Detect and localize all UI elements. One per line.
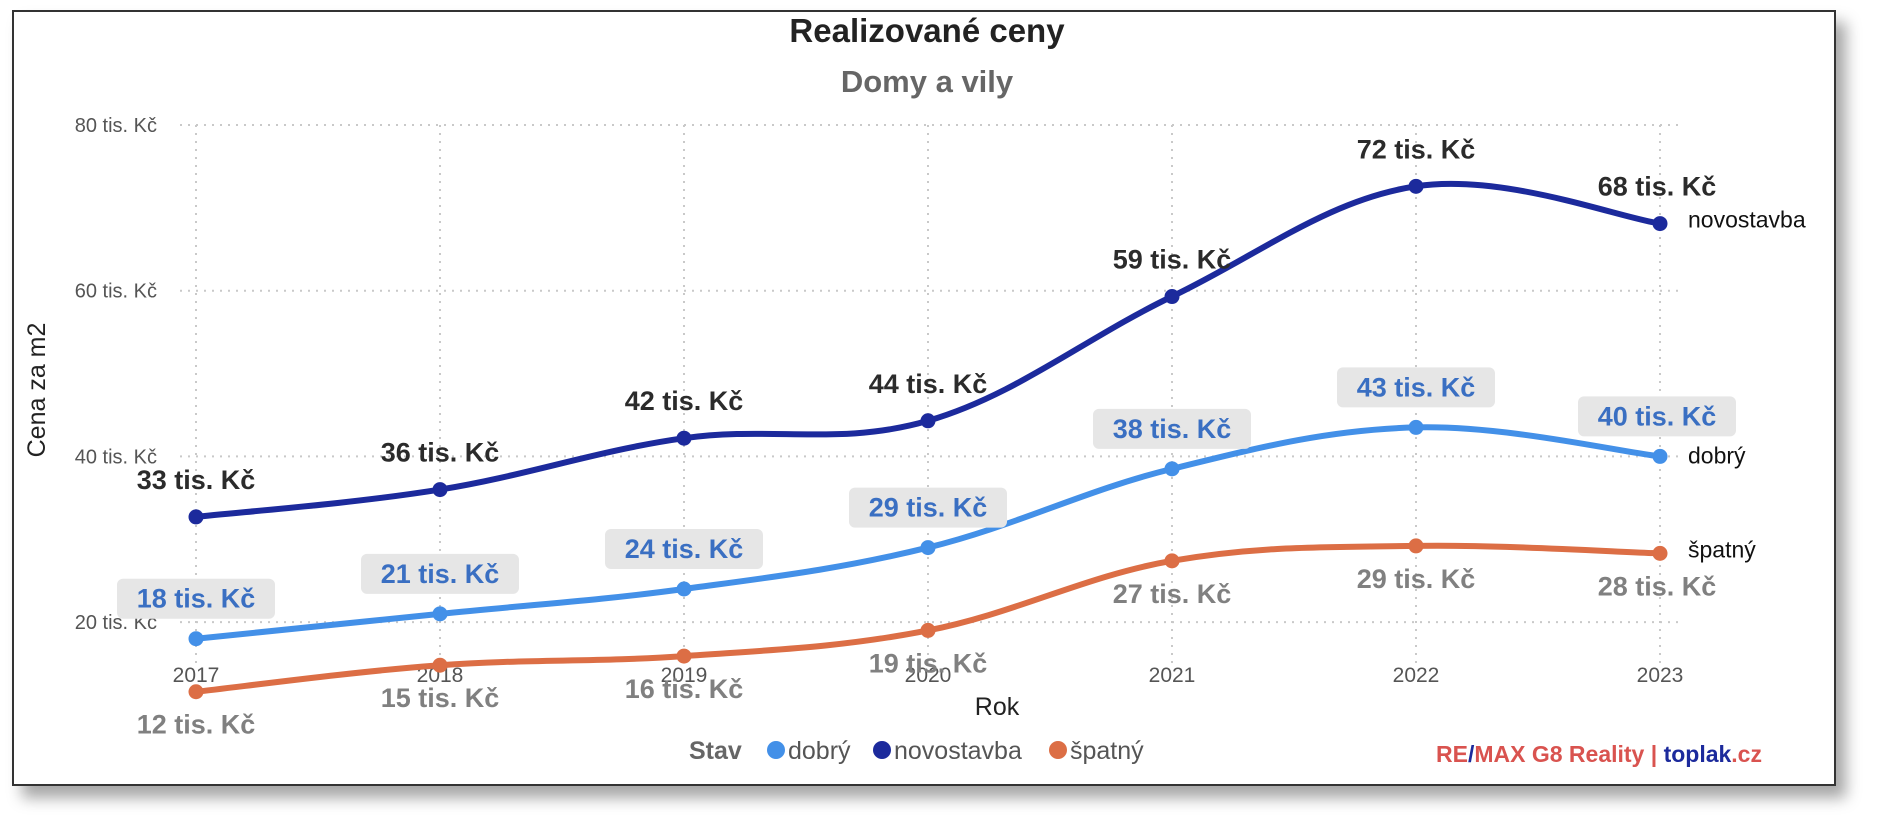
data-label-dobry: 38 tis. Kč [1113,414,1232,444]
chart-title: Realizované ceny [789,12,1065,49]
credit-re: RE [1436,741,1468,767]
data-label-box-dobry [605,529,763,569]
legend: Stav dobrý novostavba špatný [689,737,1144,765]
x-axis-title: Rok [975,693,1020,721]
data-label-box-dobry [1093,408,1251,449]
data-point-spatny [1652,545,1668,561]
data-point-novostavba [676,430,692,446]
legend-title: Stav [689,737,742,765]
data-label-spatny: 19 tis. Kč [869,648,988,678]
data-label-spatny: 15 tis. Kč [381,683,500,713]
data-label-dobry: 24 tis. Kč [625,534,744,564]
data-point-dobry [920,540,936,556]
data-point-novostavba [1164,289,1180,305]
data-point-dobry [188,631,204,647]
data-point-spatny [432,657,448,673]
data-label-novostavba: 42 tis. Kč [625,386,744,416]
legend-item-dobry: dobrý [767,737,851,765]
legend-item-novostavba: novostavba [873,737,1022,765]
data-label-novostavba: 44 tis. Kč [869,369,988,399]
data-label-spatny: 12 tis. Kč [137,710,256,740]
legend-item-spatny: špatný [1049,737,1144,765]
x-tick-label: 2017 [173,664,220,687]
data-label-box-dobry [849,487,1007,528]
data-point-novostavba [1408,178,1424,194]
data-label-spatny: 28 tis. Kč [1598,571,1717,601]
legend-marker-novostavba [873,741,891,759]
legend-label-dobry: dobrý [788,737,851,765]
series-end-label-dobry: dobrý [1688,442,1746,468]
x-tick-label: 2019 [661,664,708,687]
data-point-spatny [1408,538,1424,554]
data-labels: dobrý 18 tis. Kč 21 tis. Kč 24 tis. Kč 29 ti… [117,134,1806,740]
x-tick-label: 2023 [1637,664,1684,687]
y-tick-label: 80 tis. Kč [75,115,157,137]
data-point-novostavba [920,413,936,429]
data-point-novostavba [188,509,204,525]
data-point-spatny [1164,553,1180,569]
data-label-spatny: 16 tis. Kč [625,674,744,704]
credit-cz: .cz [1731,741,1762,767]
data-label-dobry: 21 tis. Kč [381,559,500,589]
data-point-dobry [676,581,692,597]
y-axis-title: Cena za m2 [23,323,51,458]
data-point-dobry [1164,461,1180,477]
data-label-box-dobry [1337,367,1495,408]
data-label-dobry: 29 tis. Kč [869,493,988,523]
data-label-box-dobry [361,553,519,594]
data-label-novostavba: 72 tis. Kč [1357,134,1476,164]
series-end-label-spatny: špatný [1688,536,1756,562]
chart-card [12,10,1836,786]
data-label-dobry: 43 tis. Kč [1357,372,1476,402]
data-point-spatny [920,622,936,638]
legend-label-spatny: špatný [1070,737,1144,765]
data-point-dobry [1652,448,1668,464]
credit-text: RE/MAX G8 Reality | toplak.cz [1436,741,1762,767]
data-label-novostavba: 33 tis. Kč [137,465,256,495]
data-point-spatny [676,648,692,664]
data-point-novostavba [1652,216,1668,232]
data-label-novostavba: 68 tis. Kč [1598,172,1717,202]
data-label-dobry: 18 tis. Kč [137,584,256,614]
data-point-dobry [432,606,448,622]
data-label-dobry: 40 tis. Kč [1598,401,1717,431]
x-tick-label: 2018 [417,664,464,687]
x-tick-label: 2021 [1149,664,1196,687]
series-group [188,178,1668,700]
data-point-dobry [1408,419,1424,435]
data-label-spatny: 27 tis. Kč [1113,579,1232,609]
x-tick-label: 2020 [905,664,952,687]
chart-subtitle: Domy a vily [841,64,1014,99]
legend-marker-spatny [1049,741,1067,759]
data-point-novostavba [432,482,448,498]
data-label-novostavba: 36 tis. Kč [381,438,500,468]
credit-max: MAX G8 Reality | [1474,741,1663,767]
data-label-box-dobry [1578,396,1736,437]
y-tick-label: 40 tis. Kč [75,446,157,468]
legend-label-novostavba: novostavba [894,737,1022,765]
credit-slash: / [1468,741,1475,767]
series-end-label-novostavba: novostavba [1688,207,1806,233]
data-label-box-dobry [117,578,275,619]
data-label-novostavba: 59 tis. Kč [1113,245,1232,275]
y-tick-label: 60 tis. Kč [75,281,157,303]
data-point-spatny [188,684,204,700]
credit-toplak: toplak [1664,741,1732,767]
x-tick-label: 2022 [1393,664,1440,687]
legend-marker-dobry [767,741,785,759]
data-label-spatny: 29 tis. Kč [1357,564,1476,594]
